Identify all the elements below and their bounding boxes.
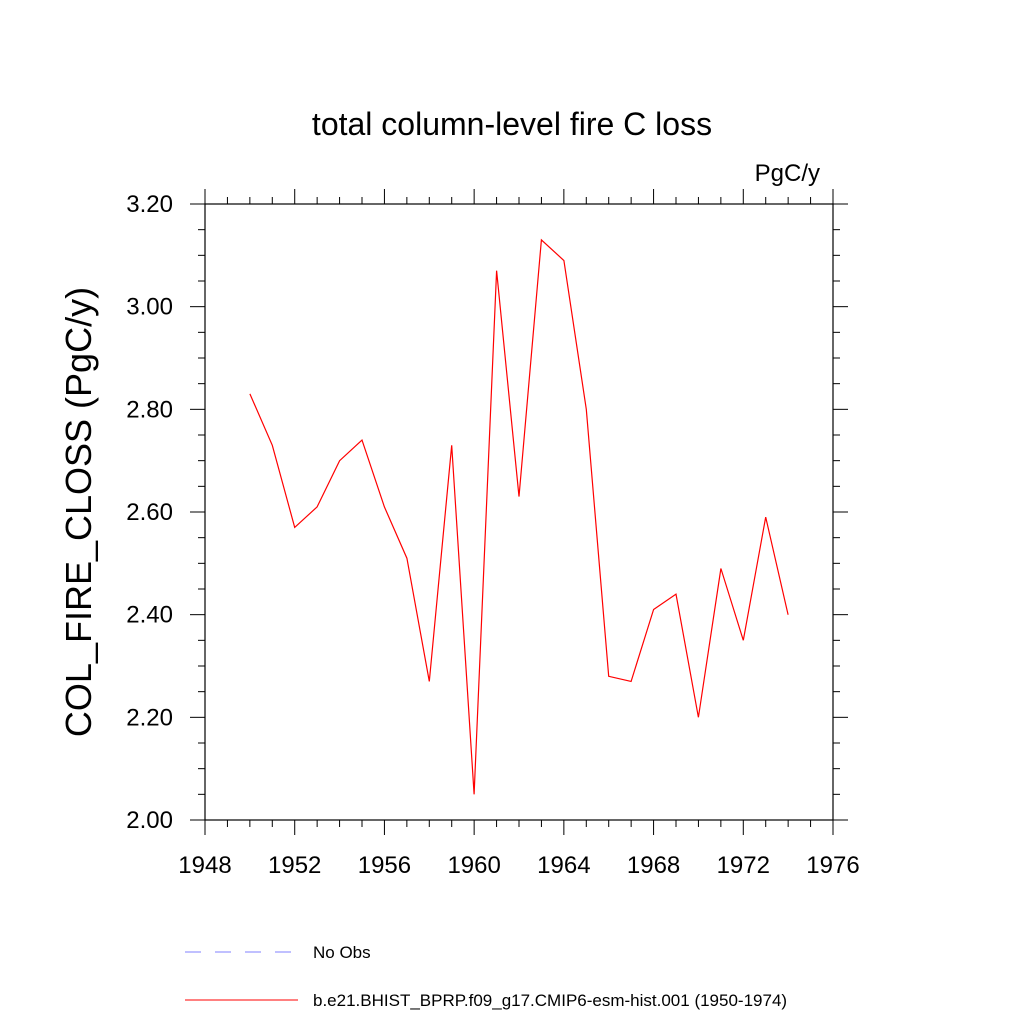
x-tick-label: 1952 <box>268 852 321 879</box>
x-tick-label: 1968 <box>627 852 680 879</box>
axes: 1948 1952 1956 1960 1964 1968 1972 1976 2.00 2.20… <box>126 189 860 879</box>
y-tick-label: 2.60 <box>126 499 173 526</box>
x-tick-label: 1972 <box>717 852 770 879</box>
legend-label: b.e21.BHIST_BPRP.f09_g17.CMIP6-esm-hist.… <box>313 991 787 1010</box>
y-tick-label: 2.00 <box>126 807 173 834</box>
series-layer <box>249 238 789 795</box>
series-line <box>249 238 789 795</box>
plot-frame <box>204 203 834 821</box>
y-tick-label: 3.00 <box>126 294 173 321</box>
x-tick-label: 1956 <box>358 852 411 879</box>
x-tick-label: 1976 <box>806 852 859 879</box>
y-tick-label: 2.20 <box>126 704 173 731</box>
x-tick-label: 1964 <box>537 852 590 879</box>
y-tick-label: 2.40 <box>126 602 173 629</box>
legend: No Obs b.e21.BHIST_BPRP.f09_g17.CMIP6-esm… <box>185 943 787 1010</box>
x-tick-label: 1948 <box>178 852 231 879</box>
y-tick-label: 3.20 <box>126 191 173 218</box>
units-label: PgC/y <box>755 160 820 187</box>
y-axis-label: COL_FIRE_CLOSS (PgC/y) <box>58 287 99 737</box>
chart-title: total column-level fire C loss <box>312 106 712 142</box>
x-tick-label: 1960 <box>447 852 500 879</box>
y-tick-label: 2.80 <box>126 396 173 423</box>
legend-label: No Obs <box>313 943 371 962</box>
